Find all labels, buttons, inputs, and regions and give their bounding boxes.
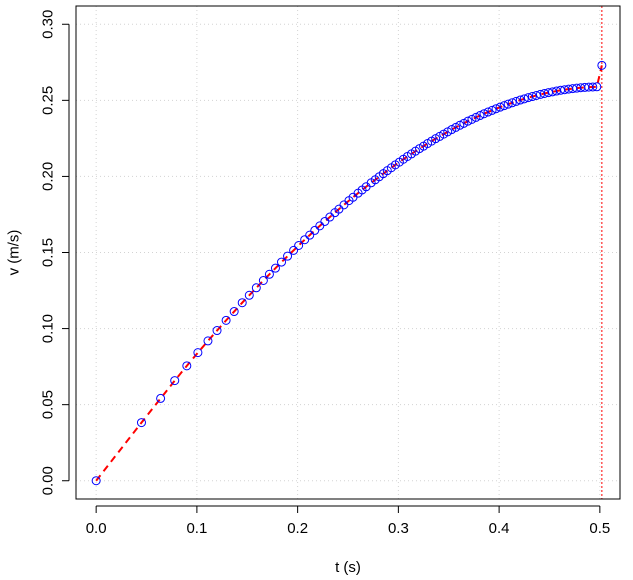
data-point	[507, 98, 517, 108]
x-tick-label: 0.0	[86, 520, 107, 537]
data-point	[471, 112, 481, 122]
data-point	[221, 315, 231, 325]
x-axis: 0.0 0.1 0.2 0.3 0.4 0.5	[86, 505, 610, 537]
plot-frame	[75, 5, 621, 500]
x-tick-label: 0.3	[388, 520, 409, 537]
data-point	[237, 298, 247, 308]
data-point	[463, 116, 473, 126]
data-point	[91, 476, 101, 486]
data-points-layer	[91, 60, 607, 486]
y-tick-label: 0.30	[40, 10, 57, 39]
y-axis-title: v (m/s)	[6, 230, 23, 276]
data-point	[310, 225, 320, 235]
data-point	[277, 257, 287, 267]
data-point	[592, 82, 602, 92]
data-point	[503, 99, 513, 109]
data-point	[156, 393, 166, 403]
y-tick-label: 0.05	[40, 390, 57, 419]
y-tick-label: 0.15	[40, 238, 57, 267]
data-point	[499, 101, 509, 111]
data-point	[170, 376, 180, 386]
data-point	[258, 275, 268, 285]
data-point	[193, 348, 203, 358]
data-point	[467, 114, 477, 124]
data-point	[283, 251, 293, 261]
data-point	[475, 111, 485, 121]
data-point	[597, 60, 607, 70]
data-point	[527, 92, 537, 102]
data-point	[320, 216, 330, 226]
grid-lines	[76, 6, 620, 499]
y-tick-label: 0.00	[40, 466, 57, 495]
data-point	[300, 235, 310, 245]
data-point	[487, 105, 497, 115]
fit-line-layer	[95, 65, 603, 482]
x-tick-label: 0.4	[489, 520, 510, 537]
data-point	[203, 336, 213, 346]
data-point	[229, 307, 239, 317]
data-point	[294, 241, 304, 251]
data-point	[325, 212, 335, 222]
data-point	[339, 200, 349, 210]
data-point	[515, 95, 525, 105]
data-point	[523, 93, 533, 103]
data-point	[136, 418, 146, 428]
data-point	[495, 102, 505, 112]
data-point	[588, 82, 598, 92]
data-point	[305, 230, 315, 240]
data-point	[511, 96, 521, 106]
y-tick-label: 0.20	[40, 162, 57, 191]
data-point	[182, 361, 192, 371]
data-point	[244, 290, 254, 300]
y-tick-label: 0.10	[40, 314, 57, 343]
data-point	[315, 221, 325, 231]
data-point	[483, 107, 493, 117]
fit-line	[95, 65, 603, 482]
y-axis: 0.00 0.05 0.10 0.15 0.20 0.25 0.30	[40, 10, 70, 495]
x-axis-title: t (s)	[335, 559, 361, 576]
data-point	[264, 269, 274, 279]
data-point	[289, 245, 299, 255]
data-point	[531, 90, 541, 100]
data-point	[270, 263, 280, 273]
data-point	[455, 120, 465, 130]
data-point	[479, 109, 489, 119]
x-tick-label: 0.5	[589, 520, 610, 537]
data-point	[212, 326, 222, 336]
x-tick-label: 0.2	[287, 520, 308, 537]
x-tick-label: 0.1	[186, 520, 207, 537]
data-point	[519, 94, 529, 104]
data-point	[491, 104, 501, 114]
y-tick-label: 0.25	[40, 86, 57, 115]
data-point	[251, 283, 261, 293]
